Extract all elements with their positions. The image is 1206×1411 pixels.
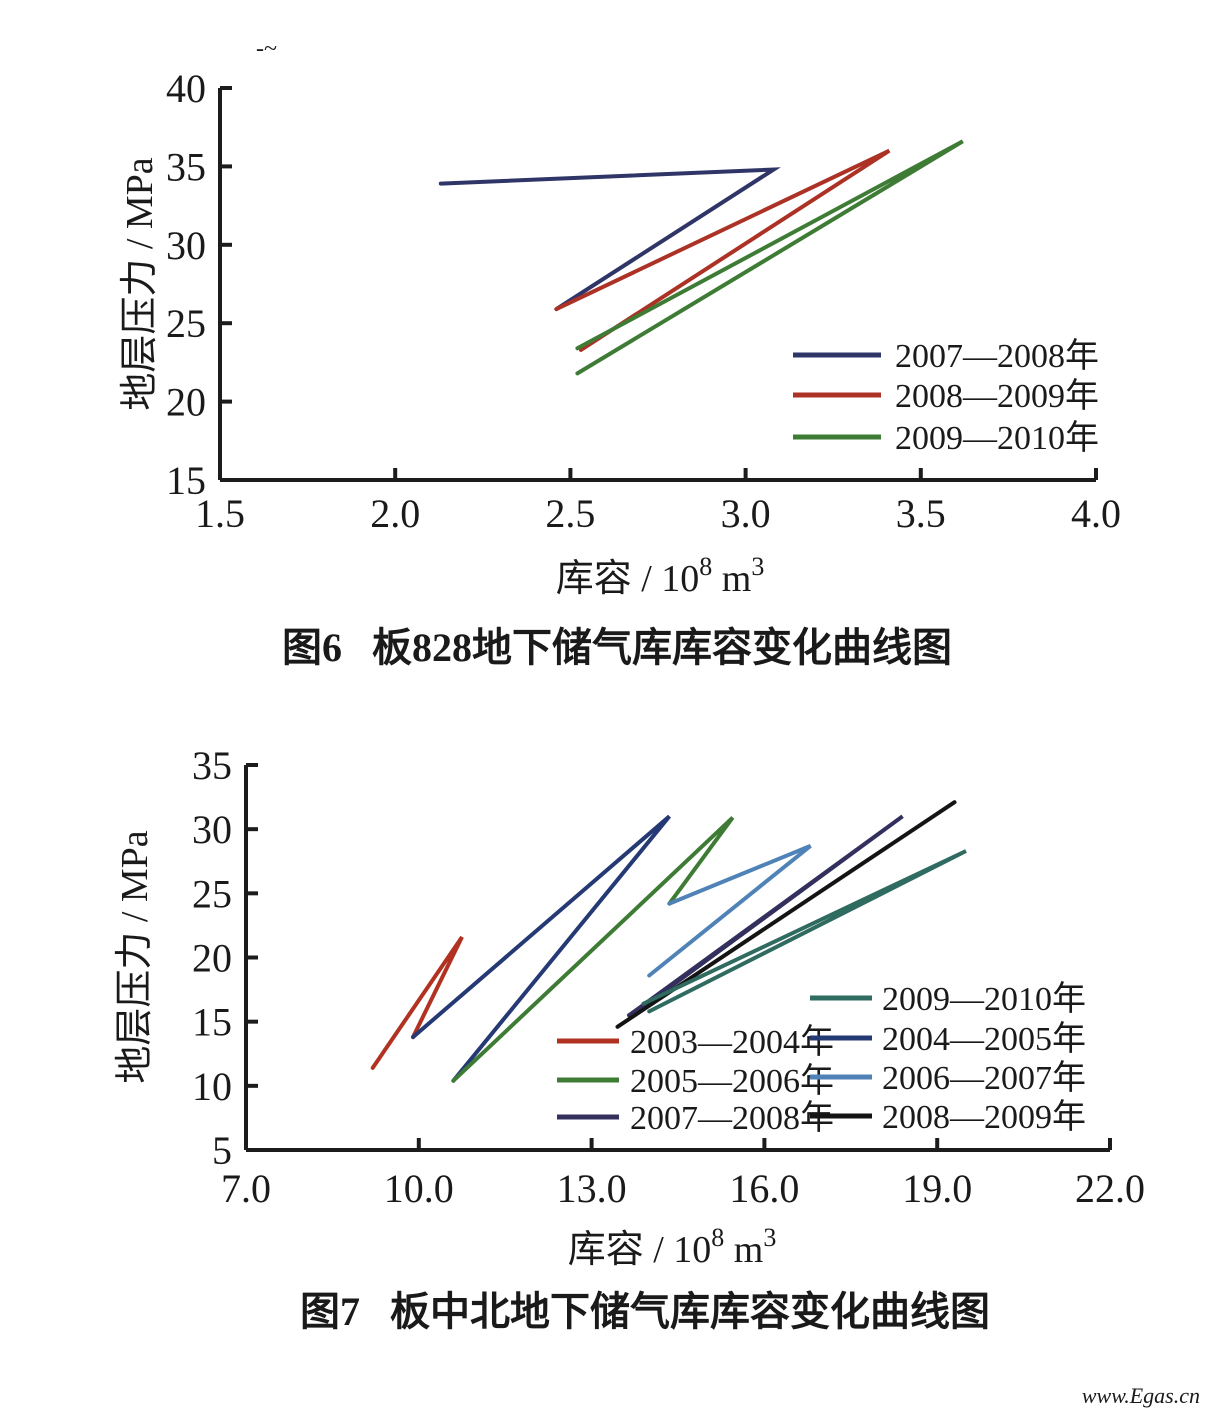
- x-tick-label: 13.0: [557, 1166, 627, 1211]
- x-tick-label: 3.5: [896, 491, 946, 536]
- y-tick-label: 10: [192, 1064, 232, 1109]
- series-line-fig6-0: [438, 167, 781, 312]
- figure7-chart: 7.0 10.0 13.0 16.0 19.0 22.0 5 10 15 20 25 30 35 2003…: [114, 743, 1145, 1334]
- x-tick-label: 4.0: [1071, 491, 1121, 536]
- series-line-fig7-4: [627, 814, 904, 1018]
- x-tick-label: 2.5: [545, 491, 595, 536]
- figure-title: 板中北地下储气库库容变化曲线图: [390, 1289, 990, 1334]
- figure-caption: 图7 板中北地下储气库库容变化曲线图: [300, 1289, 990, 1334]
- x-tick-label: 16.0: [729, 1166, 799, 1211]
- x-axis-label-unit-exp: 3: [751, 552, 764, 581]
- x-axis-label-unit: m: [724, 1229, 763, 1271]
- series-line-fig7-3: [647, 844, 812, 978]
- x-axis-label-unit-exp: 3: [763, 1223, 776, 1252]
- x-tick-label: 3.0: [721, 491, 771, 536]
- x-axis-label-unit: m: [712, 558, 751, 600]
- y-tick-label: 30: [192, 807, 232, 852]
- legend-label: 2005—2006年: [630, 1062, 834, 1100]
- legend-label: 2007—2008年: [630, 1099, 834, 1137]
- x-tick-label: 19.0: [902, 1166, 972, 1211]
- x-tick-label: 10.0: [384, 1166, 454, 1211]
- x-axis-label: 库容 / 108 m3: [568, 1223, 777, 1271]
- y-tick-label: 25: [166, 301, 206, 346]
- x-axis-label-base: 库容 / 10: [568, 1229, 712, 1271]
- x-tick-label: 1.5: [195, 491, 245, 536]
- legend-label: 2004—2005年: [882, 1020, 1086, 1058]
- scan-artifact: -~: [256, 36, 277, 62]
- series-line-fig7-2: [451, 816, 735, 1083]
- y-axis-label: 地层压力 / MPa: [119, 157, 161, 410]
- legend-label: 2008—2009年: [882, 1098, 1086, 1136]
- legend-label: 2006—2007年: [882, 1059, 1086, 1097]
- y-tick-label: 25: [192, 871, 232, 916]
- figure6-chart: 1.5 2.0 2.5 3.0 3.5 4.0 15 20 25 30 35 40 2007—2008年…: [119, 66, 1121, 670]
- y-tick-label: 20: [192, 936, 232, 981]
- figure-number: 图7: [300, 1289, 360, 1334]
- series-line-fig7-0: [370, 935, 464, 1070]
- y-tick-label: 30: [166, 223, 206, 268]
- legend-label: 2009—2010年: [895, 419, 1099, 457]
- x-tick-label: 22.0: [1075, 1166, 1145, 1211]
- y-axis-label: 地层压力 / MPa: [114, 830, 156, 1083]
- y-tick-label: 40: [166, 66, 206, 111]
- y-tick-label: 35: [192, 743, 232, 788]
- legend-label: 2007—2008年: [895, 337, 1099, 375]
- y-tick-label: 20: [166, 380, 206, 425]
- y-tick-label: 5: [212, 1128, 232, 1173]
- x-axis-label-exp: 8: [711, 1223, 724, 1252]
- x-axis-label-exp: 8: [699, 552, 712, 581]
- series-line-fig6-1: [554, 148, 891, 352]
- x-tick-label: 7.0: [221, 1166, 271, 1211]
- y-tick-label: 35: [166, 144, 206, 189]
- x-axis-label: 库容 / 108 m3: [556, 552, 765, 600]
- figure-title: 板828地下储气库库容变化曲线图: [372, 625, 952, 670]
- legend-label: 2003—2004年: [630, 1023, 834, 1061]
- legend-label: 2009—2010年: [882, 980, 1086, 1018]
- y-tick-label: 15: [166, 458, 206, 503]
- x-axis-label-base: 库容 / 10: [556, 558, 700, 600]
- x-tick-label: 2.0: [370, 491, 420, 536]
- figure-number: 图6: [282, 625, 342, 670]
- legend-label: 2008—2009年: [895, 377, 1099, 415]
- series-line-fig7-1: [411, 814, 671, 1083]
- figure-caption: 图6 板828地下储气库库容变化曲线图: [282, 625, 952, 670]
- y-tick-label: 15: [192, 1000, 232, 1045]
- series-line-fig6-2: [575, 139, 964, 376]
- series-line-fig7-6: [641, 849, 967, 1014]
- watermark: www.Egas.cn: [1082, 1383, 1200, 1408]
